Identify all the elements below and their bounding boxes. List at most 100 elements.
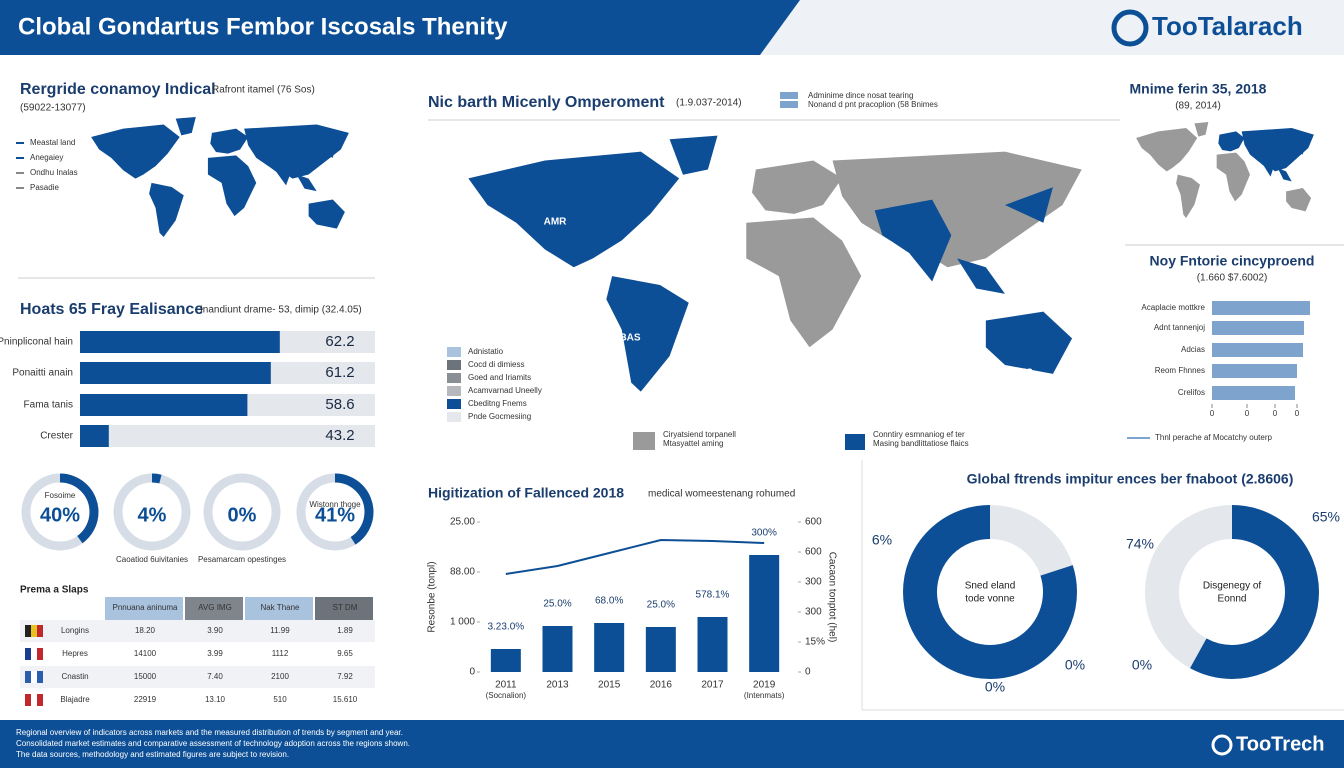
gauge-label: Pesamarcam opestinges: [198, 555, 286, 564]
footer-bar: [0, 720, 1344, 768]
table-cell: 14100: [134, 649, 157, 658]
x-tick-label: 2016: [650, 680, 673, 691]
map-subtitle: (1.9.037-2014): [676, 98, 742, 109]
page-title: Clobal Gondartus Fembor Iscosals Thenity: [18, 13, 508, 40]
legend-swatch: [780, 101, 798, 108]
bar-annotation: 3.23.0%: [487, 622, 524, 633]
donut-annotation: 65%: [1312, 509, 1340, 525]
table-title: Prema a Slaps: [20, 585, 89, 596]
map-label: UAMTS: [997, 368, 1033, 379]
legend-swatch: [780, 92, 798, 99]
bar-label: Adcias: [1181, 345, 1205, 354]
table-row: [20, 620, 375, 642]
donut-center-label: tode vonne: [965, 594, 1015, 605]
gauge-arc: [296, 473, 374, 551]
chart-subtitle: (1.660 $7.6002): [1197, 273, 1268, 284]
x-tick-note: (Socnalion): [486, 691, 527, 700]
footer-text: Regional overview of indicators across m…: [16, 728, 403, 737]
legend-label: Anegaiey: [30, 153, 63, 162]
bar-label: Reom Fhnnes: [1155, 366, 1205, 375]
map-label: AMR: [544, 217, 568, 228]
bar-label: Adnt tannenjoj: [1154, 323, 1205, 332]
table-row-label: Blajadre: [60, 695, 90, 704]
bar: [542, 626, 573, 672]
bar-track: [80, 425, 375, 447]
bar: [80, 331, 280, 353]
map-subtitle: (89, 2014): [1175, 101, 1221, 112]
bar-label: Crester: [40, 431, 73, 442]
map-label: BAS: [619, 333, 640, 344]
gauge-label: Caoatiod 6uivitanies: [116, 555, 188, 564]
donut-annotation: 74%: [1126, 536, 1154, 552]
value-label: 61.2: [325, 364, 354, 381]
legend-label: Meastal land: [30, 138, 75, 147]
table-cell: 15000: [134, 672, 157, 681]
panel-title: Rergride conamoy Indical: [20, 81, 216, 98]
legend-label: Ondhu Inalas: [30, 168, 78, 177]
footer-text: Consolidated market estimates and compar…: [16, 739, 410, 748]
legend-swatch: [447, 412, 461, 422]
legend-label: Pnde Gocmesiing: [468, 412, 531, 421]
table-header-cell: [245, 597, 313, 620]
x-tick-label: 2017: [701, 680, 724, 691]
bar-annotation: 68.0%: [595, 596, 623, 607]
world-map: [1136, 122, 1314, 218]
gauge-value: 0%: [228, 504, 257, 526]
y-axis-label: Resonbe (tonpl): [427, 561, 438, 632]
bar: [490, 649, 521, 672]
map-title: Nic barth Micenly Omperoment: [428, 94, 665, 111]
table-cell: 510: [273, 695, 287, 704]
x-tick-label: 0: [1245, 409, 1250, 418]
bar-label: Acaplacie mottkre: [1141, 303, 1205, 312]
line: [505, 538, 765, 575]
flag: [25, 625, 31, 637]
chart-title: Global ftrends impitur ences ber fnaboot…: [967, 471, 1294, 487]
bar: [697, 617, 728, 672]
legend-swatch: [845, 434, 865, 450]
gauge-arc: [113, 473, 191, 551]
bar: [80, 425, 109, 447]
table-header: AVG IMG: [198, 603, 232, 612]
bar: [645, 627, 676, 672]
legend-label: Thnl perache af Mocatchy outerp: [1155, 433, 1273, 442]
table-row: [20, 666, 375, 688]
chart-subtitle: Inandiunt drame- 53, dimip (32.4.05): [200, 305, 362, 316]
chart-title: Hoats 65 Fray Ealisance: [20, 301, 203, 318]
legend-label: Adminime dince nosat tearing: [808, 91, 913, 100]
donut-segment: [1145, 505, 1319, 679]
gauge-label: Wistonn thoge: [309, 500, 361, 509]
table-header: ST DM: [333, 603, 358, 612]
legend-label: Cocd di dimiess: [468, 360, 524, 369]
legend-swatch: [447, 373, 461, 383]
legend-label: Masing bandlittatiose flaics: [873, 439, 969, 448]
y2-tick-label: 300: [805, 577, 822, 588]
bar-label: Fama tanis: [24, 400, 73, 411]
table-cell: 7.40: [207, 672, 223, 681]
chart-title: Noy Fntorie cincyproend: [1150, 253, 1315, 269]
logo: TooTalarach: [1152, 11, 1303, 41]
x-tick-label: 2015: [598, 680, 621, 691]
bar-annotation: 578.1%: [696, 590, 730, 601]
x-tick-label: 0: [1273, 409, 1278, 418]
y-tick-label: 88.00: [450, 567, 475, 578]
chart-subtitle: medical womeestenang rohumed: [648, 489, 795, 500]
bar-annotation: 300%: [751, 528, 777, 539]
x-tick-label: 2019: [753, 680, 776, 691]
table-cell: 18.20: [135, 626, 156, 635]
flag: [37, 648, 43, 660]
table-cell: 1.89: [337, 626, 353, 635]
map-title: Mnime ferin 35, 2018: [1130, 81, 1267, 97]
table-cell: 3.90: [207, 626, 223, 635]
bar-annotation: 25.0%: [543, 599, 571, 610]
value-label: 58.6: [325, 396, 354, 413]
gauge-value: 4%: [138, 504, 167, 526]
bar: [1212, 301, 1310, 315]
x-tick-label: 2011: [495, 680, 517, 691]
logo-icon: [1111, 9, 1149, 47]
flag: [37, 625, 43, 637]
flag: [37, 694, 43, 706]
x-tick-label: 0: [1295, 409, 1300, 418]
table-row: [20, 689, 375, 711]
flag: [25, 694, 31, 706]
y-tick-label: 1 000: [450, 617, 475, 628]
